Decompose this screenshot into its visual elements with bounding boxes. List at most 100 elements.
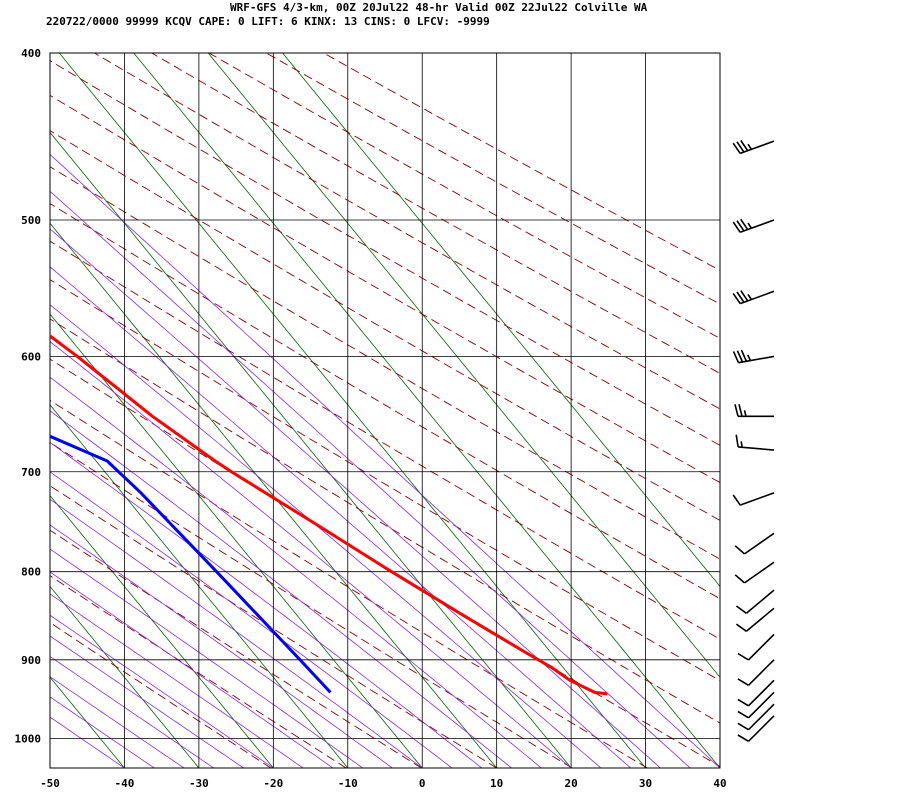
moist-adiabat-line (50, 548, 363, 768)
y-tick-label: 800 (21, 566, 41, 579)
dry-adiabat-line (50, 622, 272, 768)
x-tick-label: 10 (490, 777, 503, 790)
isotherm-line (282, 53, 720, 588)
wind-barb (734, 404, 775, 418)
x-tick-label: 30 (639, 777, 652, 790)
wind-barb-strokes (735, 434, 775, 451)
dry-adiabat-line (151, 53, 720, 374)
wind-barb (735, 607, 775, 632)
y-tick-label: 600 (21, 350, 41, 363)
x-tick-label: -20 (263, 777, 283, 790)
wind-barb-strokes (734, 532, 775, 555)
wind-barb (737, 679, 775, 707)
moist-adiabat-line (50, 266, 631, 768)
y-tick-label: 500 (21, 214, 41, 227)
background-lines (50, 53, 720, 768)
moist-adiabat-line (50, 228, 661, 768)
y-tick-label: 700 (21, 466, 41, 479)
moist-adiabat-line (50, 614, 274, 768)
wind-barb-strokes (737, 679, 775, 707)
wind-barb-strokes (737, 659, 775, 686)
dry-adiabat-line (50, 358, 720, 768)
axis-ticks: -50 -40 -30 -20 -10 0 10 20 30 40 400 500 600 700 800 9… (15, 47, 727, 790)
dewpoint-profile-line (50, 434, 332, 694)
wind-barb (737, 633, 775, 661)
moist-adiabat-line (50, 524, 393, 768)
x-tick-label: -40 (115, 777, 135, 790)
moist-adiabat-line (50, 341, 572, 768)
wind-barb-strokes (734, 404, 775, 418)
wind-barb-strokes (737, 703, 775, 731)
dry-adiabat-line (50, 203, 720, 600)
wind-barb (737, 691, 775, 719)
dry-adiabat-line (50, 240, 720, 640)
isotherm-line (58, 53, 646, 768)
moist-adiabat-line (50, 153, 720, 768)
moist-adiabat-line (50, 655, 215, 768)
y-tick-label: 400 (21, 47, 41, 60)
moist-adiabat-line (50, 676, 185, 768)
moist-adiabat-line (50, 498, 423, 768)
x-tick-label: 20 (564, 777, 577, 790)
isotherm-line (50, 676, 125, 768)
chart-title: WRF-GFS 4/3-km, 00Z 20Jul22 48-hr Valid … (230, 1, 648, 14)
wind-barb (732, 349, 775, 364)
dry-adiabat-line (50, 399, 648, 768)
wind-barb (732, 492, 775, 506)
wind-barb-strokes (737, 715, 775, 742)
x-tick-label: 0 (419, 777, 426, 790)
dry-adiabat-line (50, 166, 720, 560)
wind-barb (735, 589, 775, 614)
dry-adiabat-line (50, 94, 720, 484)
profiles (50, 334, 608, 696)
isotherm-line (50, 585, 200, 768)
wind-barb-strokes (732, 140, 775, 155)
wind-barb (737, 659, 775, 686)
wind-barb-strokes (737, 691, 775, 719)
x-tick-label: -10 (338, 777, 358, 790)
wind-barb-strokes (732, 349, 775, 364)
wind-barb (732, 290, 775, 305)
wind-barb-strokes (737, 633, 775, 661)
moist-adiabat-line (50, 376, 542, 768)
plot-frame (49, 52, 721, 769)
isotherm-line (50, 313, 423, 768)
y-tick-label: 1000 (15, 733, 42, 746)
wind-barb-strokes (732, 290, 775, 305)
wind-barb-strokes (732, 492, 775, 506)
dry-adiabat-line (50, 318, 720, 724)
sounding-indices: 220722/0000 99999 KCQV CAPE: 0 LIFT: 6 K… (46, 15, 490, 28)
moist-adiabat-line (50, 410, 512, 768)
dry-adiabat-line (50, 60, 720, 446)
wind-barb-strokes (734, 561, 775, 584)
isotherm-line (50, 495, 274, 768)
temperature-profile-line (50, 334, 608, 696)
dry-adiabat-line (50, 130, 720, 521)
wind-barb (734, 532, 775, 555)
x-tick-label: 40 (713, 777, 726, 790)
wind-barb-strokes (732, 218, 775, 234)
isotherm-line (50, 131, 572, 768)
dry-adiabat-line (50, 441, 573, 768)
wind-barbs (732, 140, 775, 742)
x-tick-label: -30 (189, 777, 209, 790)
dry-adiabat-line (94, 53, 720, 410)
wind-barb (732, 140, 775, 155)
isotherm-line (133, 53, 720, 768)
dry-adiabat-line (266, 53, 720, 305)
x-tick-label: -50 (40, 777, 60, 790)
moist-adiabat-line (50, 593, 304, 768)
dry-adiabat-line (208, 53, 720, 339)
moist-adiabat-line (50, 716, 125, 768)
wind-barb-strokes (735, 607, 775, 632)
isotherm-line (50, 404, 349, 768)
dry-adiabat-line (50, 279, 720, 682)
wind-barb (734, 561, 775, 584)
isotherm-line (207, 53, 720, 678)
grid (49, 52, 721, 769)
moist-adiabat-line (50, 190, 691, 768)
isotherm-line (50, 222, 497, 768)
wind-barb (737, 703, 775, 731)
moist-adiabat-line (50, 304, 602, 768)
